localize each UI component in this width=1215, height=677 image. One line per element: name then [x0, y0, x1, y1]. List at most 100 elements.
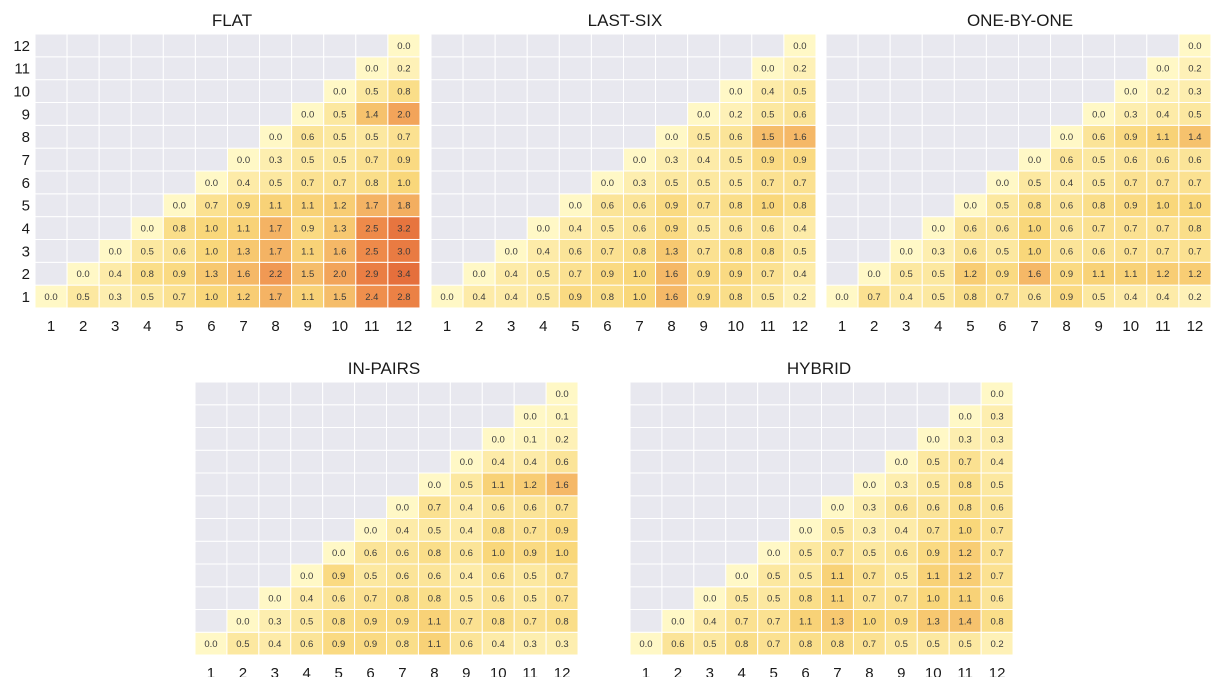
empty-cell: [953, 147, 987, 172]
empty-cell: [789, 449, 823, 474]
empty-cell: [661, 586, 695, 610]
cell-value-label: 0.7: [996, 292, 1009, 303]
cell-value-label: 0.5: [537, 269, 550, 280]
empty-cell: [162, 33, 196, 58]
cell-value-label: 0.5: [333, 132, 346, 143]
empty-cell: [98, 124, 132, 149]
cell-value-label: 0.6: [492, 503, 505, 514]
x-tick-label: 12: [792, 318, 809, 335]
x-tick-label: 2: [870, 318, 878, 335]
cell-value-label: 0.0: [665, 132, 678, 143]
x-tick-label: 5: [334, 665, 342, 677]
empty-cell: [1050, 56, 1084, 81]
x-tick-label: 5: [571, 318, 579, 335]
cell-value-label: 0.4: [793, 224, 806, 235]
x-tick-label: 11: [760, 318, 776, 335]
empty-cell: [884, 381, 918, 406]
empty-cell: [290, 540, 324, 565]
cell-value-label: 0.5: [1188, 109, 1201, 120]
empty-cell: [494, 79, 528, 103]
cell-value-label: 0.0: [639, 639, 652, 650]
cell-value-label: 0.7: [205, 201, 218, 212]
cell-value-label: 0.0: [365, 64, 378, 75]
empty-cell: [590, 147, 624, 172]
cell-value-label: 1.3: [665, 246, 678, 257]
empty-cell: [857, 170, 891, 195]
cell-value-label: 1.6: [333, 246, 346, 257]
empty-cell: [290, 472, 324, 497]
empty-cell: [162, 170, 196, 195]
x-tick-label: 1: [207, 665, 215, 677]
cell-value-label: 0.6: [990, 503, 1003, 514]
cell-value-label: 0.9: [396, 616, 409, 627]
heatmap-cell: [387, 33, 421, 58]
cell-value-label: 0.5: [761, 109, 774, 120]
y-tick-label: 1: [22, 289, 30, 306]
empty-cell: [526, 33, 560, 58]
empty-cell: [629, 472, 663, 497]
cell-value-label: 0.7: [895, 594, 908, 605]
empty-cell: [953, 101, 987, 126]
cell-value-label: 1.4: [959, 616, 972, 627]
empty-cell: [953, 79, 987, 103]
empty-cell: [417, 427, 451, 451]
cell-value-label: 0.4: [492, 639, 505, 650]
x-tick-label: 12: [554, 665, 571, 677]
empty-cell: [130, 79, 164, 103]
cell-value-label: 1.0: [761, 201, 774, 212]
cell-value-label: 1.1: [799, 616, 812, 627]
empty-cell: [921, 101, 955, 126]
cell-value-label: 1.6: [1028, 269, 1041, 280]
cell-value-label: 0.0: [633, 155, 646, 166]
empty-cell: [130, 56, 164, 81]
empty-cell: [825, 216, 859, 240]
cell-value-label: 0.6: [300, 639, 313, 650]
y-tick-label: 5: [22, 198, 30, 215]
cell-value-label: 0.3: [665, 155, 678, 166]
empty-cell: [354, 381, 388, 406]
cell-value-label: 0.7: [601, 246, 614, 257]
cell-value-label: 0.2: [1188, 64, 1201, 75]
cell-value-label: 0.7: [1124, 224, 1137, 235]
cell-value-label: 0.5: [300, 616, 313, 627]
empty-cell: [34, 79, 68, 103]
cell-value-label: 0.4: [505, 292, 518, 303]
cell-value-label: 0.7: [927, 525, 940, 536]
cell-value-label: 0.6: [793, 109, 806, 120]
heatmap-panel: ONE-BY-ONE 0.0 0.7 0.4 0.5 0.8 0.7 0.6 0.9 0.5 0.4…: [825, 11, 1212, 335]
cell-value-label: 0.2: [990, 639, 1003, 650]
cell-value-label: 0.0: [364, 525, 377, 536]
empty-cell: [921, 170, 955, 195]
x-tick-label: 6: [366, 665, 374, 677]
cell-value-label: 0.0: [735, 571, 748, 582]
cell-value-label: 0.0: [397, 41, 410, 52]
empty-cell: [258, 518, 292, 542]
x-tick-label: 3: [507, 318, 515, 335]
cell-value-label: 0.5: [364, 571, 377, 582]
x-tick-label: 8: [430, 665, 438, 677]
heatmap-cell: [545, 381, 579, 406]
empty-cell: [322, 427, 356, 451]
empty-cell: [661, 540, 695, 565]
cell-value-label: 1.2: [959, 548, 972, 559]
cell-value-label: 1.0: [633, 292, 646, 303]
cell-value-label: 0.8: [964, 292, 977, 303]
cell-value-label: 0.7: [397, 132, 410, 143]
cell-value-label: 1.2: [959, 571, 972, 582]
cell-value-label: 0.9: [665, 201, 678, 212]
cell-value-label: 0.5: [77, 292, 90, 303]
cell-value-label: 0.8: [831, 639, 844, 650]
cell-value-label: 1.1: [301, 201, 314, 212]
empty-cell: [590, 33, 624, 58]
empty-cell: [449, 427, 483, 451]
cell-value-label: 0.8: [959, 503, 972, 514]
empty-cell: [889, 101, 923, 126]
cell-value-label: 0.0: [964, 201, 977, 212]
empty-cell: [693, 540, 727, 565]
empty-cell: [291, 33, 325, 58]
panel-title: FLAT: [212, 11, 252, 30]
empty-cell: [590, 124, 624, 149]
cell-value-label: 0.0: [141, 224, 154, 235]
cell-value-label: 0.0: [109, 246, 122, 257]
cell-value-label: 0.4: [505, 269, 518, 280]
